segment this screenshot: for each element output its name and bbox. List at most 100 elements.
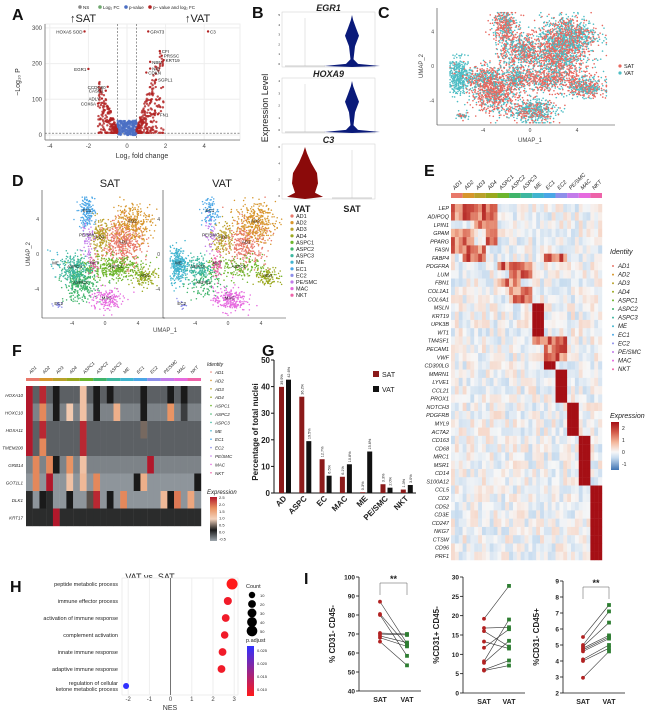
umap-depot-point-sat (468, 89, 470, 91)
umap-depot-point-sat (565, 74, 567, 77)
volcano-x-tick: 0 (125, 144, 129, 150)
umap-depot-point-vat (552, 104, 555, 107)
violin-gene-title: EGR1 (316, 3, 341, 13)
panel-label-c: C (378, 5, 390, 22)
umap-depot-point-vat (542, 67, 544, 69)
violin-y-tick: 4 (278, 161, 280, 165)
violin-panel-egr1 (281, 11, 376, 68)
umap-depot-point-vat (537, 121, 540, 124)
umap-depot-point-vat (506, 116, 508, 118)
volcano-point (138, 130, 142, 133)
umap-depot-point-sat (509, 26, 511, 29)
umap-depot-point-sat (540, 73, 542, 75)
umap-depot-point-vat (525, 90, 527, 93)
umap-depot-point-sat (526, 99, 529, 101)
umap-depot-point-sat (558, 121, 561, 124)
umap-depot-point-sat (476, 70, 478, 72)
umap-depot-point-vat (548, 87, 550, 89)
violin-y-tick: 5 (278, 13, 280, 17)
umap-depot-point-vat (577, 59, 580, 61)
umap-depot-point-sat (537, 102, 539, 105)
volcano-x-label: Log₂ fold change (116, 153, 169, 160)
volcano-point (98, 93, 101, 96)
umap-depot-point-sat (514, 105, 517, 108)
umap-cluster-title-sat: SAT (100, 178, 121, 190)
volcano-point (117, 133, 120, 136)
volcano-point (158, 64, 162, 68)
violin-y-tick: 3 (278, 33, 280, 37)
umap-depot-point-sat (550, 69, 553, 71)
umap-depot-point-sat (512, 46, 514, 48)
umap-depot-point-sat (511, 23, 513, 26)
umap-depot-point-sat (557, 38, 560, 40)
panel-label-g: G (262, 343, 274, 360)
umap-depot-point-vat (456, 100, 459, 103)
volcano-gene-label: KRT19 (166, 58, 180, 63)
umap-depot-point-vat (521, 83, 524, 86)
volcano-labeled-point (83, 30, 86, 33)
volcano-point (150, 108, 153, 111)
umap-depot-point-vat (522, 31, 525, 34)
umap-depot-point-sat (540, 61, 543, 64)
volcano-labeled-point (87, 67, 90, 71)
umap-depot-point-sat (573, 27, 576, 30)
umap-depot-point-vat (502, 103, 505, 106)
volcano-point (105, 115, 109, 119)
umap-depot-point-vat (506, 108, 509, 110)
umap-depot-point-sat (485, 112, 487, 114)
volcano-point (142, 114, 145, 117)
umap-depot-point-sat (510, 26, 513, 29)
umap-depot-point-vat (508, 17, 511, 20)
umap-depot-point-vat (461, 81, 464, 83)
volcano-point (151, 121, 154, 124)
umap-depot-point-sat (512, 113, 515, 115)
umap-depot-point-sat (575, 67, 577, 69)
volcano-point (99, 86, 102, 90)
volcano-legend-label: p– value and log₂ FC (153, 5, 196, 10)
umap-depot-point-sat (582, 83, 585, 85)
umap-depot-point-vat (459, 90, 462, 93)
umap-depot-point-vat (460, 79, 462, 82)
umap-depot-point-vat (534, 118, 537, 120)
umap-depot-point-sat (549, 117, 552, 120)
violin-panel-hoxa9 (281, 77, 376, 134)
umap-depot-point-vat (461, 65, 464, 68)
umap-depot-point-sat (510, 88, 513, 91)
umap-depot-point-vat (538, 98, 541, 101)
umap-depot-point-vat (520, 118, 522, 120)
volcano-labeled-point (156, 113, 160, 116)
umap-depot-point-sat (604, 97, 607, 99)
umap-depot-point-vat (575, 54, 578, 56)
umap-depot-point-vat (516, 55, 519, 58)
umap-depot-point-sat (544, 103, 546, 106)
umap-depot-point-vat (483, 92, 485, 95)
volcano-point (103, 102, 106, 106)
umap-depot-point-vat (507, 98, 510, 100)
volcano-point (98, 96, 101, 99)
umap-depot-point-vat (494, 41, 497, 44)
volcano-point (109, 124, 113, 128)
umap-depot-point-vat (459, 54, 461, 57)
umap-depot-point-sat (529, 75, 532, 78)
umap-depot-point-sat (522, 66, 525, 69)
umap-depot-point-sat (514, 11, 517, 14)
umap-depot-point-vat (506, 69, 508, 71)
umap-depot-point-sat (477, 92, 480, 95)
umap-depot-point-vat (542, 97, 544, 100)
umap-depot-point-sat (528, 73, 530, 75)
volcano-labeled-point (160, 54, 163, 57)
volcano-point (148, 85, 152, 89)
umap-depot-point-vat (523, 117, 525, 119)
umap-depot-x-tick: 4 (576, 128, 579, 134)
umap-depot-point-vat (494, 53, 497, 55)
umap-depot-point-sat (534, 96, 536, 98)
umap-depot-point-vat (540, 99, 543, 102)
umap-depot-point-sat (548, 99, 551, 102)
umap-depot-point-vat (506, 50, 509, 52)
umap-depot-point-sat (529, 33, 532, 36)
volcano-point (134, 120, 137, 124)
umap-depot-point-vat (575, 49, 578, 51)
umap-depot-point-sat (494, 15, 497, 17)
umap-depot-point-vat (512, 85, 514, 87)
